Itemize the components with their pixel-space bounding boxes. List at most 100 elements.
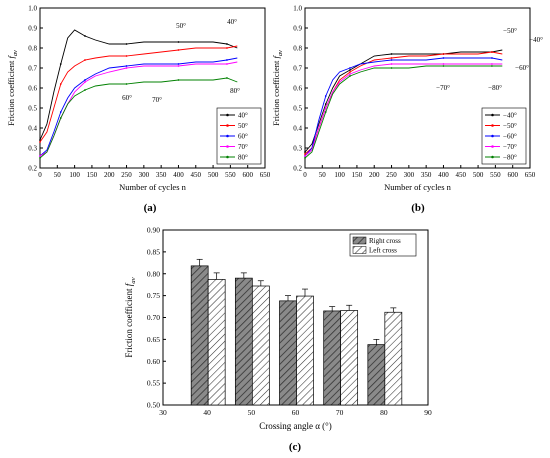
x-tick-label: 80 — [380, 408, 388, 417]
series-line — [39, 29, 238, 141]
series-point — [84, 59, 86, 61]
bar — [207, 279, 226, 406]
series-point — [125, 67, 128, 69]
series-point — [324, 95, 327, 97]
series-line — [304, 49, 503, 153]
series-point — [125, 55, 128, 57]
series-point — [390, 63, 393, 65]
y-tick-label: 0.7 — [28, 65, 37, 73]
x-tick-label: 60 — [292, 408, 300, 417]
y-tick-label: 0.60 — [147, 357, 160, 366]
series-point — [125, 65, 128, 67]
x-tick-label: 650 — [260, 171, 271, 179]
legend-entry: −50° — [503, 122, 517, 130]
series-line — [304, 63, 503, 157]
series-point — [59, 63, 62, 65]
x-tick-label: 650 — [525, 171, 536, 179]
y-tick-label: 0.9 — [293, 25, 302, 33]
x-tick-label: 50 — [248, 408, 256, 417]
legend-marker — [491, 113, 494, 117]
legend-entry: 40° — [238, 112, 248, 120]
series-point — [177, 41, 180, 43]
x-tick-label: 350 — [421, 171, 432, 179]
legend-entry: 50° — [238, 122, 248, 130]
legend-box — [349, 233, 417, 257]
y-tick-label: 0.80 — [147, 269, 160, 278]
y-tick-label: 0.6 — [28, 85, 37, 93]
bar — [234, 277, 253, 406]
series-point — [59, 83, 62, 85]
bar — [384, 311, 403, 406]
series-point — [39, 155, 41, 157]
series-point — [324, 107, 327, 109]
series-point — [39, 141, 41, 143]
legend-marker — [491, 155, 494, 159]
legend-swatch — [352, 236, 367, 245]
legend-marker — [226, 113, 229, 117]
series-point — [442, 57, 445, 59]
x-tick-label: 450 — [456, 171, 467, 179]
x-tick-label: 0 — [303, 171, 307, 179]
x-tick-label: 600 — [507, 171, 518, 179]
series-annotation: −60° — [515, 64, 529, 72]
series-point — [39, 139, 41, 141]
legend-entry: 60° — [238, 133, 248, 141]
series-point — [349, 75, 351, 77]
y-tick-label: 1.0 — [293, 5, 302, 13]
series-point — [59, 111, 62, 113]
y-tick-label: 0.6 — [293, 85, 302, 93]
legend-marker — [226, 145, 229, 148]
y-tick-label: 1.0 — [28, 5, 37, 13]
series-line — [304, 51, 503, 155]
x-tick-label: 0 — [38, 171, 42, 179]
legend-marker — [491, 145, 494, 148]
series-line — [39, 45, 238, 143]
x-tick-label: 50 — [319, 171, 327, 179]
series-point — [177, 49, 180, 51]
x-tick-label: 40 — [203, 408, 211, 417]
y-axis-label: Friction coefficient fav — [6, 50, 19, 126]
series-point — [304, 151, 306, 153]
x-tick-label: 50 — [54, 171, 62, 179]
bar — [190, 265, 209, 406]
series-point — [177, 63, 180, 65]
bar — [323, 310, 342, 406]
legend-entry: 70° — [238, 143, 248, 151]
series-point — [390, 57, 393, 59]
series-annotation: −80° — [488, 84, 502, 92]
y-tick-label: 0.5 — [28, 105, 37, 113]
x-tick-label: 600 — [242, 171, 253, 179]
y-tick-label: 0.2 — [28, 165, 37, 173]
legend-entry: −70° — [503, 143, 517, 151]
x-tick-label: 150 — [87, 171, 98, 179]
x-tick-label: 30 — [159, 408, 167, 417]
series-point — [390, 53, 393, 55]
bar — [340, 310, 359, 406]
panel-b: 0 50 100 150 200 250 300 350 400 450 500 550 600 650 0… — [271, 5, 543, 215]
x-tick-label: 400 — [438, 171, 449, 179]
y-tick-label: 0.4 — [28, 125, 37, 133]
series-line — [39, 77, 238, 159]
bar — [251, 285, 270, 406]
series-point — [226, 63, 228, 65]
panel-label: (b) — [411, 202, 425, 214]
y-tick-label: 0.50 — [147, 401, 160, 410]
legend-entry: Right cross — [369, 237, 401, 245]
series-line — [39, 57, 238, 157]
series-point — [226, 77, 228, 79]
y-tick-label: 0.8 — [28, 45, 37, 53]
y-tick-label: 0.2 — [293, 165, 302, 173]
series-point — [39, 157, 41, 159]
y-tick-label: 0.90 — [147, 226, 160, 235]
bar — [279, 300, 297, 406]
series-point — [84, 89, 86, 91]
series-point — [226, 47, 228, 49]
y-tick-label: 0.75 — [147, 291, 160, 300]
bar — [296, 295, 314, 406]
series-point — [304, 153, 306, 155]
x-tick-label: 500 — [208, 171, 219, 179]
series-annotation: 70° — [152, 96, 162, 104]
series-annotation: 80° — [230, 87, 240, 95]
series-point — [226, 43, 228, 45]
series-point — [491, 51, 493, 53]
